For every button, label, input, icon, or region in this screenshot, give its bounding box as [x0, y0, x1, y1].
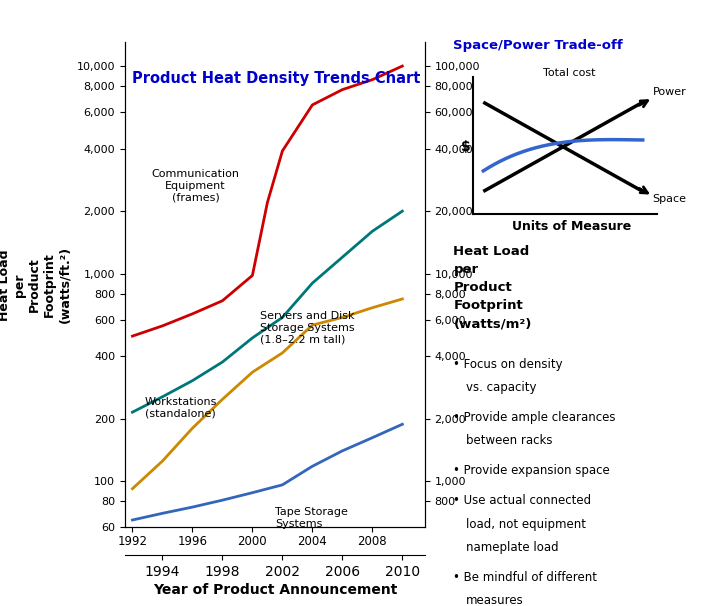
- Text: between racks: between racks: [466, 434, 553, 447]
- Text: nameplate load: nameplate load: [466, 541, 559, 553]
- Text: Tape Storage
Systems: Tape Storage Systems: [275, 507, 348, 528]
- Text: • Provide expansion space: • Provide expansion space: [453, 464, 610, 477]
- Y-axis label: Heat Load
per
Product
Footprint
(watts/ft.²): Heat Load per Product Footprint (watts/f…: [0, 246, 71, 324]
- Text: Heat Load
per
Product
Footprint
(watts/m²): Heat Load per Product Footprint (watts/m…: [453, 245, 532, 330]
- Text: Servers and Disk
Storage Systems
(1.8–2.2 m tall): Servers and Disk Storage Systems (1.8–2.…: [260, 311, 355, 344]
- Text: Space: Space: [653, 194, 687, 204]
- Text: • Focus on density: • Focus on density: [453, 358, 563, 370]
- Text: load, not equipment: load, not equipment: [466, 518, 586, 530]
- Text: vs. capacity: vs. capacity: [466, 381, 537, 393]
- Text: Total cost: Total cost: [543, 68, 595, 78]
- Text: $: $: [461, 140, 471, 154]
- Text: Power: Power: [653, 87, 686, 97]
- Text: Communication
Equipment
(frames): Communication Equipment (frames): [151, 169, 239, 202]
- Text: • Provide ample clearances: • Provide ample clearances: [453, 411, 616, 424]
- Text: measures: measures: [466, 594, 524, 606]
- Text: Space/Power Trade-off: Space/Power Trade-off: [453, 39, 623, 52]
- X-axis label: Year of Product Announcement: Year of Product Announcement: [153, 583, 397, 597]
- Text: Workstations
(standalone): Workstations (standalone): [144, 397, 216, 418]
- Text: • Use actual connected: • Use actual connected: [453, 494, 591, 507]
- Text: Units of Measure: Units of Measure: [511, 220, 631, 233]
- Text: • Be mindful of different: • Be mindful of different: [453, 571, 598, 584]
- Text: Product Heat Density Trends Chart: Product Heat Density Trends Chart: [133, 71, 421, 85]
